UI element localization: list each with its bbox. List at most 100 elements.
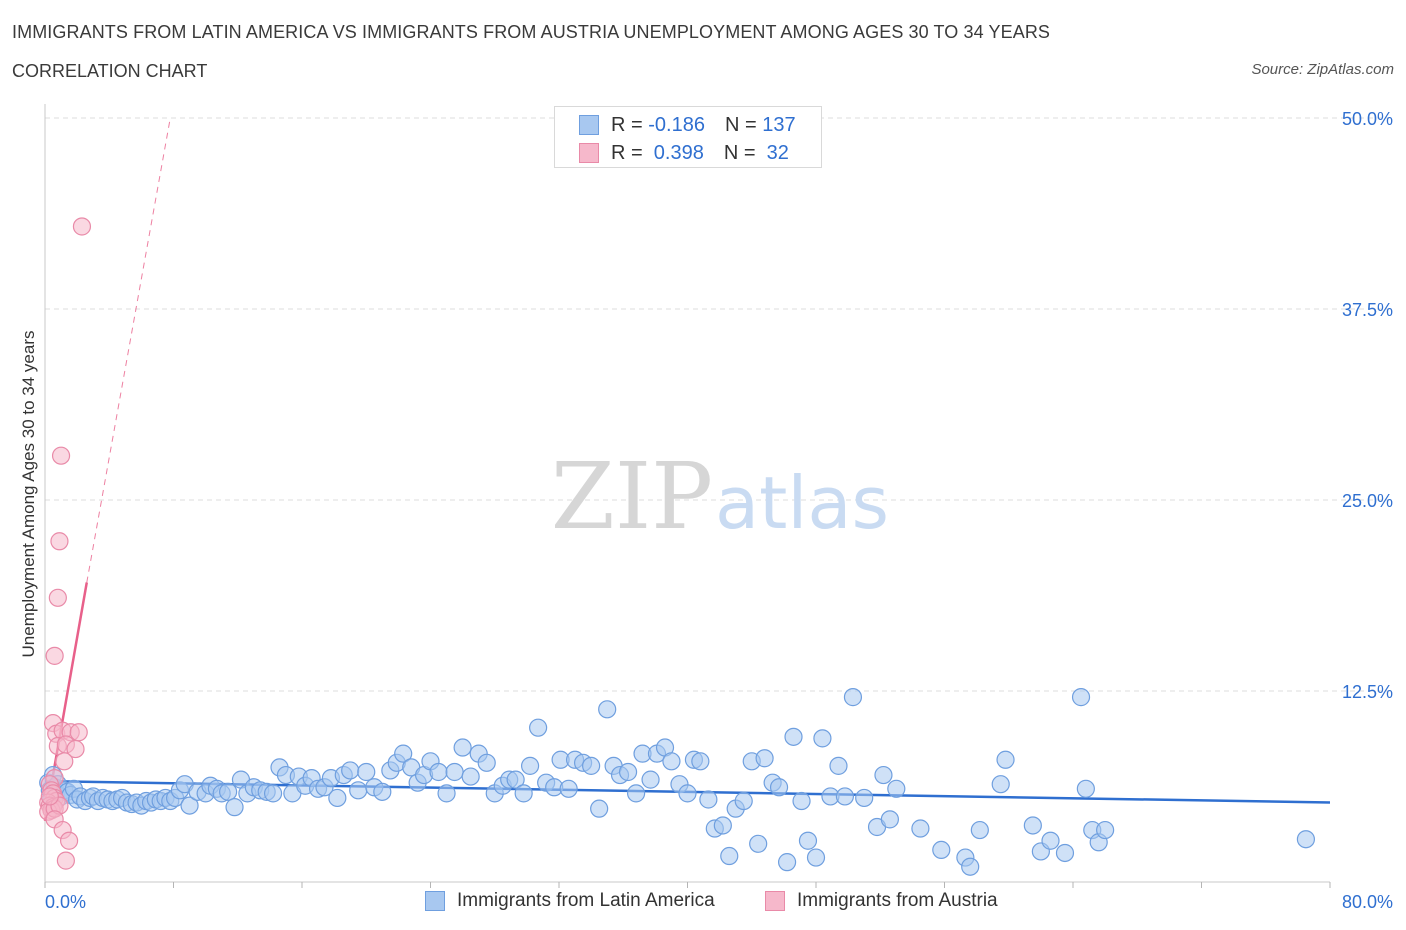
latin-america-point bbox=[663, 753, 680, 770]
bottom-legend-swatch-blue bbox=[425, 891, 445, 911]
latin-america-point bbox=[226, 799, 243, 816]
latin-america-point bbox=[583, 757, 600, 774]
legend-n-label: N = bbox=[725, 114, 762, 137]
latin-america-point bbox=[692, 753, 709, 770]
watermark-atlas: atlas bbox=[715, 461, 889, 545]
latin-america-point bbox=[446, 763, 463, 780]
legend-n-value: 32 bbox=[761, 142, 789, 165]
latin-america-point bbox=[530, 719, 547, 736]
latin-america-point bbox=[971, 822, 988, 839]
legend-row-latin-america: R = -0.186 N = 137 bbox=[579, 113, 796, 137]
latin-america-point bbox=[1077, 780, 1094, 797]
latin-america-point bbox=[1042, 832, 1059, 849]
bottom-legend-label: Immigrants from Austria bbox=[797, 890, 998, 912]
latin-america-point bbox=[1056, 844, 1073, 861]
latin-america-point bbox=[220, 783, 237, 800]
latin-america-point bbox=[515, 785, 532, 802]
legend-swatch-pink bbox=[579, 143, 599, 163]
latin-america-point bbox=[1024, 817, 1041, 834]
latin-america-point bbox=[342, 762, 359, 779]
latin-america-point bbox=[329, 789, 346, 806]
correlation-legend: R = -0.186 N = 137 R = 0.398 N = 32 bbox=[554, 106, 822, 168]
latin-america-point bbox=[350, 782, 367, 799]
latin-america-point bbox=[779, 854, 796, 871]
bottom-legend-austria: Immigrants from Austria bbox=[765, 890, 998, 912]
austria-point bbox=[49, 589, 66, 606]
latin-america-point bbox=[478, 754, 495, 771]
latin-america-point bbox=[714, 817, 731, 834]
latin-america-point bbox=[265, 785, 282, 802]
latin-america-point bbox=[962, 858, 979, 875]
latin-america-point bbox=[836, 788, 853, 805]
latin-america-point bbox=[793, 793, 810, 810]
latin-america-point bbox=[430, 763, 447, 780]
latin-america-point bbox=[856, 789, 873, 806]
latin-america-point bbox=[881, 811, 898, 828]
y-tick-label: 12.5% bbox=[1342, 682, 1393, 702]
latin-america-point bbox=[628, 785, 645, 802]
latin-america-point bbox=[620, 763, 637, 780]
x-tick-label-min: 0.0% bbox=[45, 892, 86, 912]
x-tick-labels: 0.0% 80.0% bbox=[45, 892, 1393, 912]
latin-america-point bbox=[454, 739, 471, 756]
latin-america-point bbox=[1297, 831, 1314, 848]
latin-america-point bbox=[462, 768, 479, 785]
y-tick-label: 50.0% bbox=[1342, 109, 1393, 129]
latin-america-point bbox=[830, 757, 847, 774]
latin-america-point bbox=[591, 800, 608, 817]
latin-america-point bbox=[756, 750, 773, 767]
latin-america-point bbox=[875, 767, 892, 784]
y-axis-label: Unemployment Among Ages 30 to 34 years bbox=[19, 331, 38, 658]
legend-n-label: N = bbox=[724, 142, 761, 165]
bottom-legend-latin-america: Immigrants from Latin America bbox=[425, 890, 715, 912]
austria-trend-extension bbox=[87, 118, 171, 583]
latin-america-point bbox=[679, 785, 696, 802]
austria-point bbox=[61, 832, 78, 849]
y-tick-label: 25.0% bbox=[1342, 491, 1393, 511]
legend-r-value: -0.186 bbox=[648, 114, 705, 137]
latin-america-point bbox=[599, 701, 616, 718]
austria-point bbox=[56, 753, 73, 770]
legend-n-value: 137 bbox=[762, 114, 795, 137]
y-tick-labels: 12.5% 25.0% 37.5% 50.0% bbox=[1342, 109, 1393, 702]
latin-america-point bbox=[1073, 689, 1090, 706]
latin-america-point bbox=[700, 791, 717, 808]
austria-point bbox=[70, 724, 87, 741]
bottom-legend-swatch-pink bbox=[765, 891, 785, 911]
latin-america-point bbox=[814, 730, 831, 747]
austria-point bbox=[73, 218, 90, 235]
grid-lines bbox=[45, 118, 1392, 691]
latin-america-point bbox=[560, 780, 577, 797]
x-tick-label-max: 80.0% bbox=[1342, 892, 1393, 912]
bottom-legend-label: Immigrants from Latin America bbox=[457, 890, 715, 912]
latin-america-point bbox=[992, 776, 1009, 793]
latin-america-point bbox=[808, 849, 825, 866]
latin-america-point bbox=[750, 835, 767, 852]
latin-america-point bbox=[785, 728, 802, 745]
austria-point bbox=[53, 447, 70, 464]
latin-america-point bbox=[438, 785, 455, 802]
y-tick-label: 37.5% bbox=[1342, 300, 1393, 320]
latin-america-point bbox=[735, 793, 752, 810]
latin-america-point bbox=[933, 841, 950, 858]
latin-america-point bbox=[799, 832, 816, 849]
latin-america-point bbox=[997, 751, 1014, 768]
legend-swatch-blue bbox=[579, 115, 599, 135]
latin-america-point bbox=[721, 848, 738, 865]
latin-america-point bbox=[844, 689, 861, 706]
watermark: ZIP atlas bbox=[551, 443, 889, 550]
legend-r-label: R = bbox=[611, 114, 648, 137]
legend-r-label: R = bbox=[611, 142, 648, 165]
latin-america-point bbox=[888, 780, 905, 797]
austria-point bbox=[46, 647, 63, 664]
legend-r-value: 0.398 bbox=[648, 142, 704, 165]
latin-america-point bbox=[1097, 822, 1114, 839]
austria-point bbox=[41, 788, 58, 805]
latin-america-point bbox=[374, 783, 391, 800]
austria-point bbox=[57, 852, 74, 869]
latin-america-point bbox=[358, 763, 375, 780]
latin-america-point bbox=[522, 757, 539, 774]
legend-row-austria: R = 0.398 N = 32 bbox=[579, 141, 789, 165]
latin-america-point bbox=[771, 779, 788, 796]
austria-point bbox=[51, 533, 68, 550]
